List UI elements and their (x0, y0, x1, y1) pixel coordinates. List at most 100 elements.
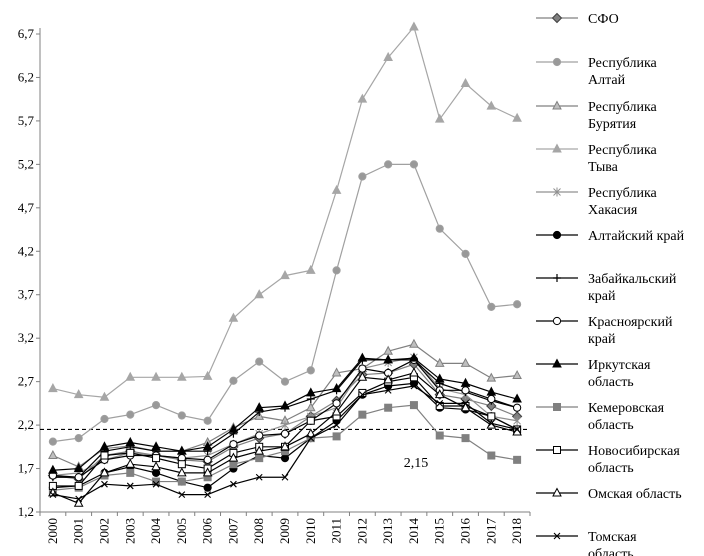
y-tick-label: 5,2 (18, 156, 34, 171)
data-point (177, 467, 187, 477)
data-point (513, 455, 522, 464)
series-line (52, 163, 518, 443)
data-point (487, 451, 496, 460)
data-point (333, 421, 340, 429)
legend-marker (551, 12, 563, 24)
data-point (434, 373, 445, 383)
legend-label: Республика (588, 186, 658, 201)
data-point (177, 445, 187, 455)
data-point (100, 451, 109, 460)
legend-label: Бурятия (588, 117, 637, 132)
series-line (52, 26, 518, 398)
legend-marker (552, 143, 562, 153)
x-tick-label: 2008 (251, 518, 266, 544)
data-point (228, 452, 239, 462)
x-tick-label: 2014 (406, 518, 421, 545)
data-point (73, 462, 84, 473)
data-point (125, 458, 136, 468)
x-tick-label: 2007 (225, 518, 240, 545)
data-point (331, 383, 342, 393)
legend-label: область (588, 461, 634, 476)
data-point (358, 388, 367, 397)
data-point (331, 184, 342, 194)
data-point (152, 477, 161, 486)
legend-label: Республика (588, 143, 658, 158)
chart-axes: 1,2 1,7 2,2 2,7 3,2 3,7 4,2 4,7 5,2 5,7 6,2 6,7 2000… (18, 26, 531, 545)
data-point (357, 352, 368, 362)
x-tick-label: 2001 (71, 518, 86, 544)
legend-item: Красноярский край (536, 315, 673, 347)
data-point (99, 441, 110, 451)
data-point (487, 302, 496, 311)
data-point (280, 441, 290, 451)
legend-label: край (588, 332, 616, 347)
series-8 (48, 352, 522, 474)
data-point (74, 434, 83, 443)
y-tick-label: 6,7 (18, 26, 35, 41)
data-point (151, 441, 161, 451)
series-1 (48, 160, 522, 446)
legend-label: Республика (588, 100, 658, 115)
data-point (305, 402, 316, 412)
data-point (357, 93, 368, 103)
legend-label: СФО (588, 12, 619, 27)
data-point (409, 401, 418, 410)
data-point (151, 461, 161, 471)
y-tick-label: 1,2 (18, 504, 34, 519)
data-point (409, 338, 419, 348)
data-point (332, 432, 341, 441)
data-point (461, 434, 470, 443)
data-point (460, 357, 471, 367)
data-point (435, 401, 444, 410)
data-point (460, 377, 471, 387)
data-point (125, 371, 136, 381)
data-point (435, 224, 444, 233)
data-point (409, 160, 419, 169)
legend-marker (553, 446, 561, 454)
legend-label: Алтайский край (588, 229, 685, 244)
data-point (202, 370, 213, 380)
data-point (49, 491, 57, 499)
legend-label: Республика (588, 56, 658, 71)
data-point (204, 491, 212, 499)
legend-marker (553, 403, 561, 411)
legend-label: Тыва (588, 160, 619, 175)
data-point (280, 270, 290, 280)
x-tick-label: 2018 (509, 518, 524, 544)
legend-marker (552, 358, 562, 368)
series-11 (48, 367, 522, 507)
data-point (487, 412, 496, 421)
y-tick-label: 4,2 (18, 243, 34, 258)
legend-marker (553, 532, 561, 540)
data-point (306, 366, 315, 375)
data-point (436, 399, 444, 407)
data-point (48, 449, 58, 460)
legend-item: Республика Алтай (536, 56, 658, 88)
y-tick-label: 2,2 (18, 417, 34, 432)
data-point (305, 387, 316, 397)
y-tick-label: 3,7 (18, 287, 35, 302)
x-tick-label: 2006 (200, 518, 215, 545)
y-tick-label: 3,2 (18, 330, 34, 345)
data-point (151, 468, 161, 477)
data-point (255, 473, 263, 481)
data-point (383, 51, 393, 61)
legend-label: Омская область (588, 487, 682, 502)
data-point (486, 386, 497, 396)
y-tick-label: 1,7 (18, 461, 35, 476)
data-point (487, 419, 495, 427)
x-tick-label: 2003 (122, 518, 137, 544)
legend-marker (552, 57, 562, 67)
data-point (101, 480, 108, 488)
data-point (461, 249, 470, 258)
y-tick-label: 4,7 (18, 200, 35, 215)
data-point (409, 21, 419, 31)
data-point (331, 367, 342, 377)
data-point (358, 364, 367, 373)
legend-item: Томская область (536, 530, 637, 556)
data-point (435, 431, 444, 440)
x-tick-label: 2002 (96, 518, 111, 544)
y-tick-label: 6,2 (18, 69, 34, 84)
data-point (410, 382, 418, 390)
legend-label: Новосибирская (588, 444, 680, 459)
